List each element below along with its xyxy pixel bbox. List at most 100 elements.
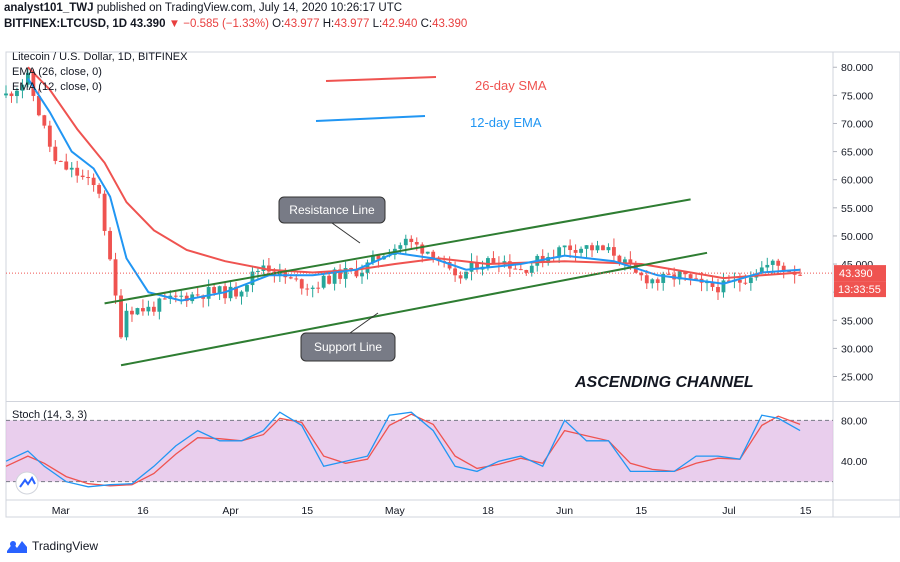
time-tick-label: 18 (482, 505, 494, 517)
tradingview-footer[interactable]: TradingView (6, 538, 98, 554)
candle-body (748, 277, 753, 284)
candle-body (524, 269, 529, 273)
candle-body (781, 265, 786, 272)
candle-body (86, 177, 91, 179)
candle-body (491, 258, 496, 264)
legend-ema26: EMA (26, close, 0) (12, 66, 102, 78)
candle-body (469, 262, 474, 272)
close-value: 43.390 (432, 18, 468, 30)
candle-body (228, 286, 233, 299)
ohlc-line: BITFINEX:LTCUSD, 1D 43.390 ▼ −0.585 (−1.… (4, 18, 467, 30)
candle-body (710, 282, 715, 288)
candle-body (157, 298, 162, 312)
candle-body (146, 306, 151, 312)
price-change: −0.585 (−1.33%) (183, 18, 269, 30)
price-tick-label: 60.000 (841, 175, 873, 187)
candle-body (716, 287, 720, 293)
candle-body (425, 251, 430, 254)
open-label: O: (272, 18, 285, 30)
stoch-title: Stoch (14, 3, 3) (12, 409, 87, 421)
candle-body (431, 251, 436, 259)
candle-body (453, 268, 458, 276)
candle-body (579, 248, 583, 253)
support-line (120, 251, 708, 367)
candle-body (447, 262, 452, 269)
candle-body (601, 245, 605, 251)
candle-body (316, 287, 321, 289)
candle-body (135, 308, 140, 315)
candle-body (595, 245, 600, 251)
price-tick-label: 70.000 (841, 118, 873, 130)
candle-body (321, 275, 326, 288)
candle-body (245, 285, 249, 292)
candle-body (622, 259, 627, 264)
candle-body (721, 280, 726, 293)
resistance-callout-pointer (331, 222, 361, 244)
price-tick-label: 75.000 (841, 90, 873, 102)
candle-body (327, 275, 332, 284)
candle-body (173, 295, 178, 297)
candle-body (584, 245, 589, 249)
time-tick-label: Mar (52, 505, 71, 517)
resistance-callout-label: Resistance Line (289, 203, 375, 217)
candle-body (486, 258, 490, 267)
candle-body (250, 271, 255, 286)
candle-body (195, 294, 200, 296)
candle-body (305, 288, 310, 290)
candle-body (151, 306, 156, 312)
candle-body (80, 175, 85, 178)
candle-body (294, 278, 299, 280)
candle-body (743, 282, 748, 284)
author-name[interactable]: analyst101_TWJ (4, 2, 94, 14)
candle-body (398, 245, 403, 249)
stoch-tick-label: 80.00 (841, 415, 867, 427)
candle-body (546, 257, 551, 264)
candle-body (47, 125, 52, 147)
ema12-line (27, 77, 801, 302)
high-label: H: (322, 18, 335, 30)
price-tick-label: 25.000 (841, 372, 873, 384)
price-tick-label: 35.000 (841, 315, 873, 327)
candle-body (573, 250, 578, 253)
resistance-line (104, 198, 691, 305)
candle-body (759, 267, 764, 274)
high-value: 43.977 (334, 18, 370, 30)
candle-body (42, 115, 47, 126)
candle-body (15, 90, 19, 97)
time-tick-label: Jul (722, 505, 735, 517)
candle-body (31, 72, 36, 96)
candle-body (360, 272, 364, 277)
candle-body (644, 275, 649, 284)
candle-body (590, 245, 594, 251)
tradingview-brand: TradingView (32, 539, 99, 553)
candle-body (53, 146, 58, 161)
pane-logo-icon (15, 471, 39, 495)
candle-body (354, 268, 359, 277)
candle-body (727, 280, 731, 282)
candle-body (108, 230, 112, 260)
chart-title: Litecoin / U.S. Dollar, 1D, BITFINEX (12, 51, 188, 63)
candle-body (102, 193, 107, 231)
candle-body (683, 271, 688, 275)
ema-annotation-label: 12-day EMA (470, 115, 542, 130)
sma-annotation-label: 26-day SMA (475, 78, 547, 93)
candle-body (206, 287, 211, 299)
candle-body (113, 259, 118, 296)
countdown-box (834, 281, 886, 298)
countdown-text: 13:33:55 (838, 284, 881, 296)
publish-line: analyst101_TWJ published on TradingView.… (4, 2, 402, 14)
candle-body (217, 286, 222, 294)
candle-body (403, 238, 408, 246)
candle-body (420, 244, 425, 254)
price-tick-label: 50.000 (841, 231, 873, 243)
price-tick-label: 30.000 (841, 343, 873, 355)
candle-body (458, 275, 463, 279)
candle-body (179, 295, 184, 297)
stoch-tick-label: 40.00 (841, 456, 867, 468)
time-tick-label: May (385, 505, 406, 517)
candle-body (283, 270, 288, 278)
open-value: 43.977 (284, 18, 320, 30)
price-tick-label: 55.000 (841, 203, 873, 215)
candle-body (234, 286, 238, 297)
